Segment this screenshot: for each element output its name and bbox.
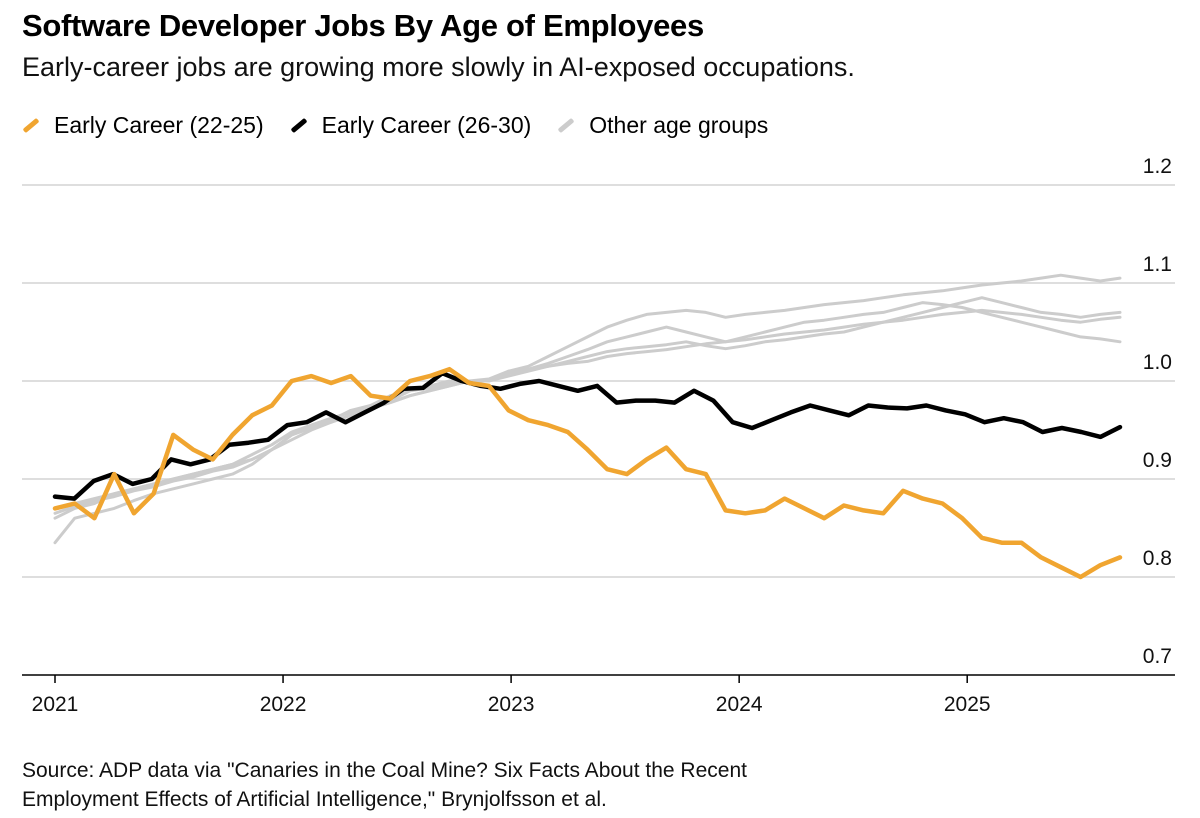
y-tick-label: 0.9: [1143, 449, 1172, 472]
x-tick-label: 2025: [944, 693, 991, 716]
series-line-other-age-groups-4: [53, 296, 1122, 510]
series-line-other-age-groups-3: [53, 301, 1122, 515]
y-tick-label: 1.2: [1143, 155, 1172, 178]
legend-item-early-career-22-25: Early Career (22-25): [22, 112, 264, 139]
x-tick-label: 2021: [32, 693, 79, 716]
chart-title: Software Developer Jobs By Age of Employ…: [22, 8, 704, 43]
series-line-other-age-groups-1: [53, 308, 1122, 545]
line-chart: 1.2 1.1 1.0 0.9 0.8 0.7 2021 2022 2023 2024 2025: [22, 155, 1175, 716]
x-tick-label: 2024: [716, 693, 763, 716]
y-tick-label: 1.0: [1143, 351, 1172, 374]
legend-swatch-orange: [22, 117, 40, 134]
series-line-early-career-22-25: [52, 366, 1123, 580]
legend-label: Early Career (26-30): [321, 112, 532, 138]
x-tick-label: 2022: [260, 693, 307, 716]
source-note: Source: ADP data via "Canaries in the Co…: [22, 756, 1022, 814]
series-line-early-career-26-30: [52, 370, 1123, 501]
legend-item-early-career-26-30: Early Career (26-30): [290, 112, 532, 139]
legend: Early Career (22-25) Early Career (26-30…: [22, 112, 794, 139]
y-tick-label: 0.7: [1143, 645, 1172, 668]
legend-label: Other age groups: [589, 112, 769, 138]
source-line-2: Employment Effects of Artificial Intelli…: [22, 788, 607, 811]
legend-swatch-black: [290, 117, 308, 134]
legend-swatch-gray: [557, 117, 575, 134]
source-line-1: Source: ADP data via "Canaries in the Co…: [22, 759, 747, 782]
y-tick-label: 1.1: [1143, 253, 1172, 276]
legend-label: Early Career (22-25): [54, 112, 264, 138]
x-tick-label: 2023: [488, 693, 535, 716]
chart-subtitle: Early-career jobs are growing more slowl…: [22, 52, 855, 82]
legend-item-other-age-groups: Other age groups: [557, 112, 768, 139]
y-tick-label: 0.8: [1143, 547, 1172, 570]
